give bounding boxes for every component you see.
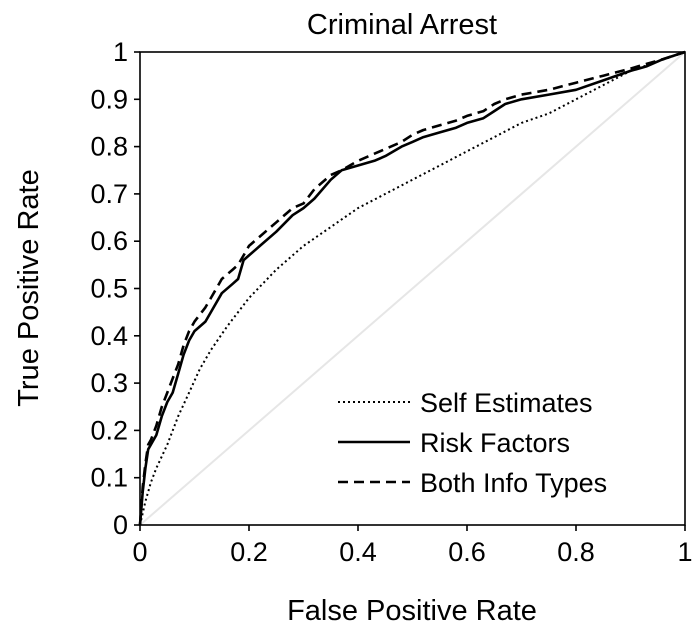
legend-label-risk-factors: Risk Factors: [420, 428, 570, 458]
y-axis-label: True Positive Rate: [13, 169, 45, 406]
x-tick-label: 1: [677, 537, 692, 567]
chart-title: Criminal Arrest: [307, 9, 497, 41]
x-tick-label: 0.6: [448, 537, 486, 567]
legend-label-both-info-types: Both Info Types: [420, 468, 607, 498]
y-tick-label: 0.9: [90, 84, 128, 114]
legend-label-self-estimates: Self Estimates: [420, 388, 593, 418]
x-axis-label: False Positive Rate: [287, 595, 537, 627]
reference-diagonal-layer: [139, 51, 686, 526]
y-tick-label: 0.6: [90, 226, 128, 256]
series-line-self-estimates: [139, 51, 686, 526]
series-layer: [138, 50, 686, 526]
series-line-risk-factors: [138, 50, 686, 526]
x-tick-label: 0: [132, 537, 147, 567]
x-tick-label: 0.8: [557, 537, 595, 567]
y-tick-label: 0.5: [90, 274, 128, 304]
x-tick-label: 0.2: [230, 537, 268, 567]
ticks-layer: 0 0.2 0.4 0.6 0.8 1 0 0.1 0.2 0.3 0.4 0.5 0.6 0.7 0.8 0…: [90, 37, 692, 567]
y-tick-label: 0.2: [90, 415, 128, 445]
y-tick-label: 0.3: [90, 368, 128, 398]
y-tick-label: 0.1: [90, 463, 128, 493]
series-line-both-info-types: [138, 50, 686, 526]
y-tick-label: 0: [113, 510, 128, 540]
y-tick-label: 0.7: [90, 179, 128, 209]
x-tick-label: 0.4: [339, 537, 377, 567]
y-tick-label: 1: [113, 37, 128, 67]
y-tick-label: 0.8: [90, 132, 128, 162]
y-tick-label: 0.4: [90, 321, 128, 351]
reference-diagonal-line: [139, 51, 686, 526]
legend: Self Estimates Risk Factors Both Info Type…: [338, 388, 607, 498]
